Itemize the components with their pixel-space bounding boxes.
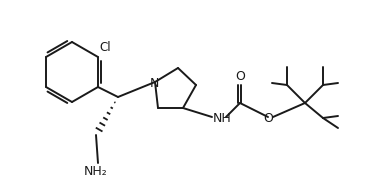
Text: NH₂: NH₂	[84, 165, 108, 178]
Text: NH: NH	[213, 111, 232, 124]
Text: N: N	[149, 76, 159, 89]
Text: Cl: Cl	[99, 41, 110, 54]
Text: O: O	[263, 111, 273, 124]
Text: O: O	[235, 70, 245, 83]
